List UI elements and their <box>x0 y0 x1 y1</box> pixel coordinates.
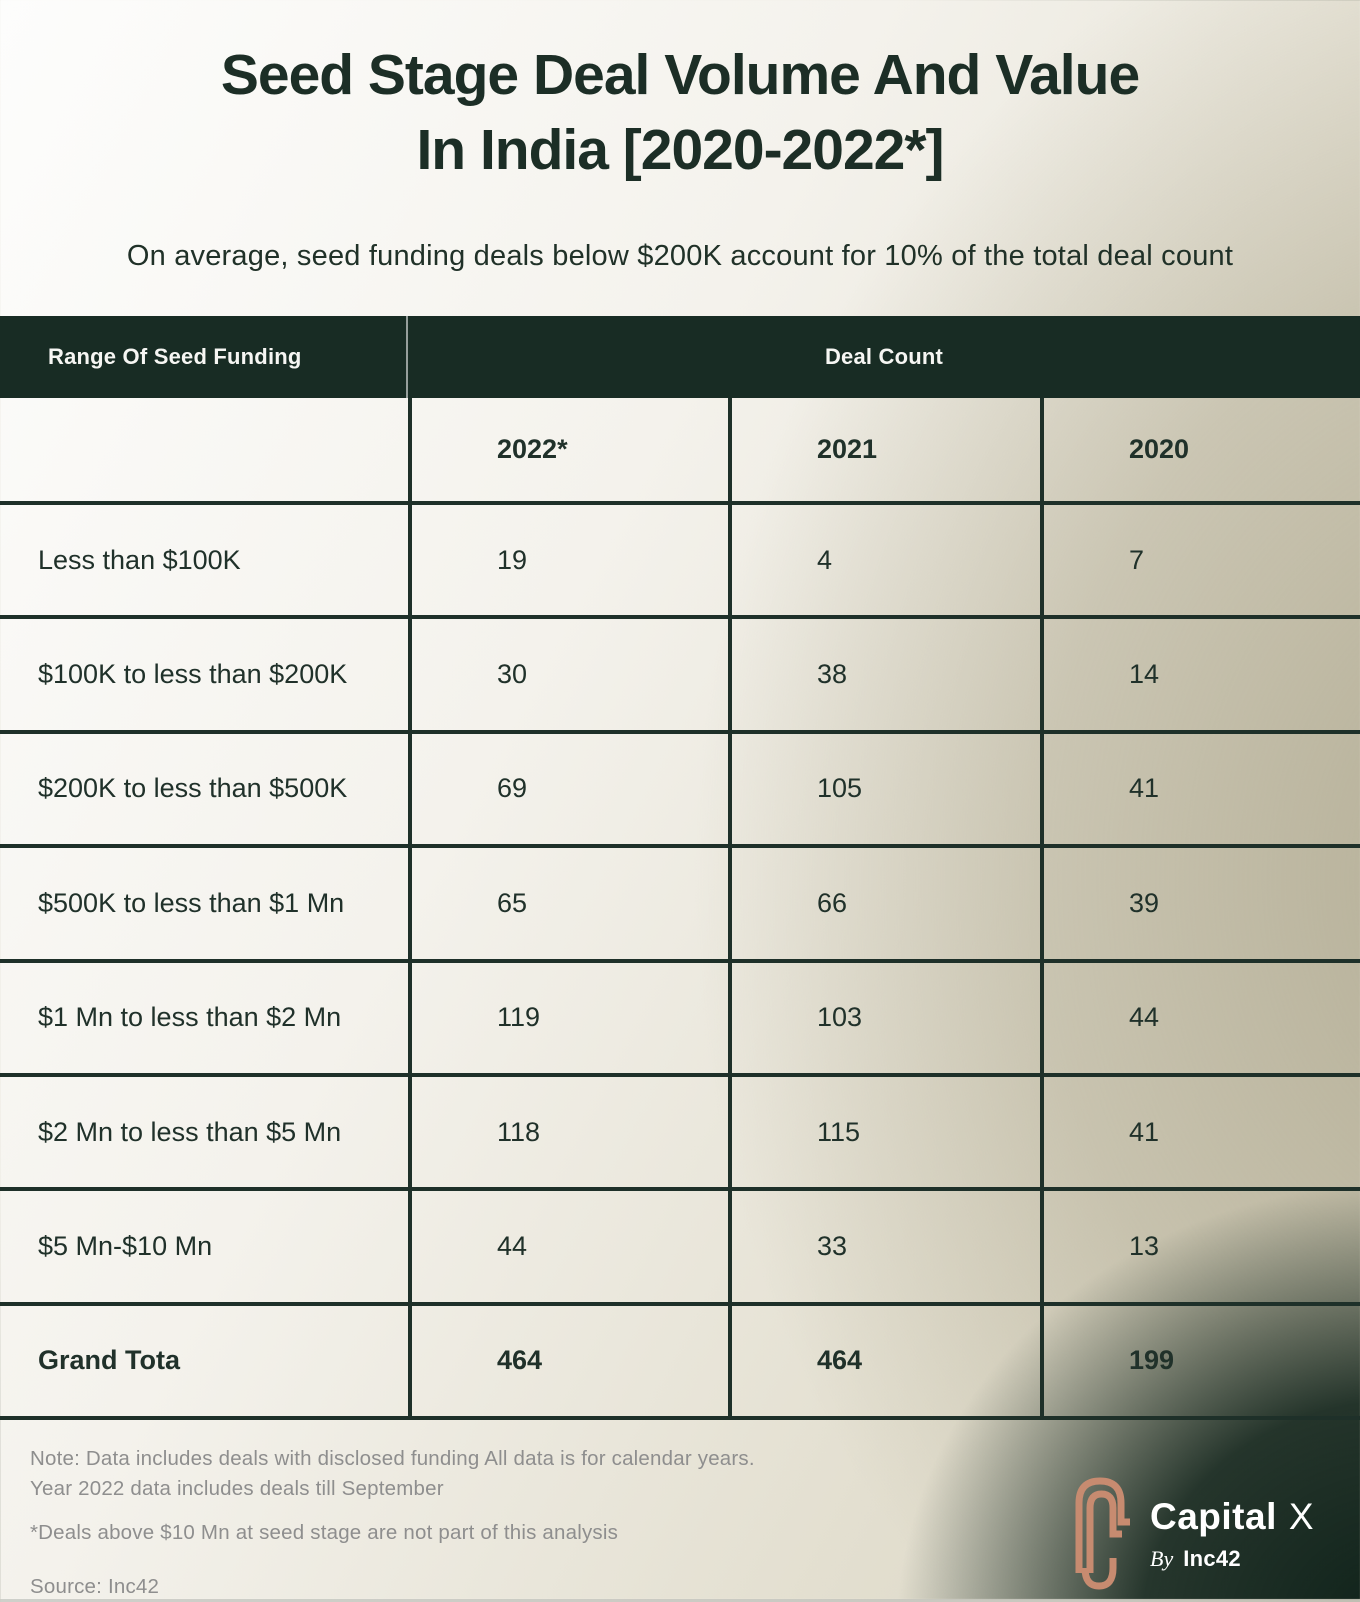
page-subtitle: On average, seed funding deals below $20… <box>126 240 1234 272</box>
table-row: $500K to less than $1 Mn 65 66 39 <box>0 848 1360 963</box>
deal-count-cell: 30 <box>408 619 728 730</box>
deal-count-cell: 44 <box>1040 962 1360 1073</box>
page-title-line2: In India [2020-2022*] <box>416 118 944 183</box>
row-label: $1 Mn to less than $2 Mn <box>38 1002 342 1033</box>
deal-count-cell: 118 <box>408 1076 728 1188</box>
page-title: Seed Stage Deal Volume And Value In Indi… <box>0 38 1360 188</box>
logo-byline: By Inc42 <box>1150 1546 1314 1572</box>
row-label: Grand Tota <box>38 1345 181 1376</box>
deal-count-cell: 41 <box>1040 733 1360 845</box>
source-text: Source: Inc42 <box>30 1575 160 1598</box>
deal-count-cell: 69 <box>408 733 728 845</box>
row-label: $2 Mn to less than $5 Mn <box>38 1116 342 1147</box>
row-label: Less than $100K <box>38 544 241 575</box>
deal-count-cell: 464 <box>728 1305 1040 1417</box>
table-row: $200K to less than $500K 69 105 41 <box>0 733 1360 849</box>
note-line-2: Year 2022 data includes deals till Septe… <box>30 1477 444 1500</box>
footer-notes: Note: Data includes deals with disclosed… <box>30 1444 755 1599</box>
year-column-header-2020: 2020 <box>1040 398 1360 501</box>
table-row: Less than $100K 19 4 7 <box>0 505 1360 620</box>
deal-table: Range Of Seed Funding Deal Count 2022* 2… <box>0 316 1360 1421</box>
grand-total-row: Grand Tota 464 464 199 <box>0 1305 1360 1421</box>
deal-count-cell: 13 <box>1040 1191 1360 1302</box>
deal-count-cell: 7 <box>1040 505 1360 616</box>
deal-count-cell: 41 <box>1040 1076 1360 1188</box>
deal-count-cell: 38 <box>728 619 1040 730</box>
deal-count-cell: 119 <box>408 962 728 1073</box>
deal-count-cell: 4 <box>728 505 1040 616</box>
logo-byline-brand: Inc42 <box>1183 1546 1241 1571</box>
table-header-band: Range Of Seed Funding Deal Count <box>0 316 1360 398</box>
deal-count-cell: 65 <box>408 848 728 959</box>
note-line-3: *Deals above $10 Mn at seed stage are no… <box>30 1521 619 1544</box>
year-column-header-2021: 2021 <box>728 398 1040 501</box>
table-row: $2 Mn to less than $5 Mn 118 115 41 <box>0 1076 1360 1192</box>
table-row: $100K to less than $200K 30 38 14 <box>0 619 1360 734</box>
logo-byline-prefix: By <box>1150 1546 1174 1571</box>
deal-count-cell: 66 <box>728 848 1040 959</box>
row-label: $5 Mn-$10 Mn <box>38 1231 213 1262</box>
table-row: $5 Mn-$10 Mn 44 33 13 <box>0 1191 1360 1306</box>
corner-header: Range Of Seed Funding <box>0 316 408 398</box>
row-label: $200K to less than $500K <box>38 773 348 804</box>
group-header: Deal Count <box>824 344 944 369</box>
logo-wordmark-x: X <box>1288 1496 1315 1537</box>
deal-count-cell: 33 <box>728 1191 1040 1302</box>
row-label: $100K to less than $200K <box>38 659 348 690</box>
deal-count-cell: 105 <box>728 733 1040 845</box>
logo-wordmark: Capital X <box>1150 1496 1314 1538</box>
page-title-line1: Seed Stage Deal Volume And Value <box>220 43 1140 107</box>
table-row: $1 Mn to less than $2 Mn 119 103 44 <box>0 962 1360 1077</box>
capitalx-logo-icon <box>1072 1472 1130 1596</box>
deal-count-cell: 199 <box>1040 1305 1360 1417</box>
deal-count-cell: 44 <box>408 1191 728 1302</box>
deal-count-cell: 115 <box>728 1076 1040 1188</box>
deal-count-cell: 19 <box>408 505 728 616</box>
year-header-row: 2022* 2021 2020 <box>0 398 1360 505</box>
deal-count-cell: 39 <box>1040 848 1360 959</box>
deal-count-cell: 103 <box>728 962 1040 1073</box>
deal-count-cell: 14 <box>1040 619 1360 730</box>
logo-wordmark-main: Capital <box>1150 1496 1277 1537</box>
row-label: $500K to less than $1 Mn <box>38 887 345 918</box>
logo-text-block: Capital X By Inc42 <box>1150 1496 1314 1572</box>
year-header-spacer <box>0 398 408 501</box>
year-column-header-2022: 2022* <box>408 398 728 501</box>
note-line-1: Note: Data includes deals with disclosed… <box>30 1447 755 1470</box>
capitalx-logo: Capital X By Inc42 <box>1072 1472 1314 1596</box>
deal-count-cell: 464 <box>408 1305 728 1417</box>
